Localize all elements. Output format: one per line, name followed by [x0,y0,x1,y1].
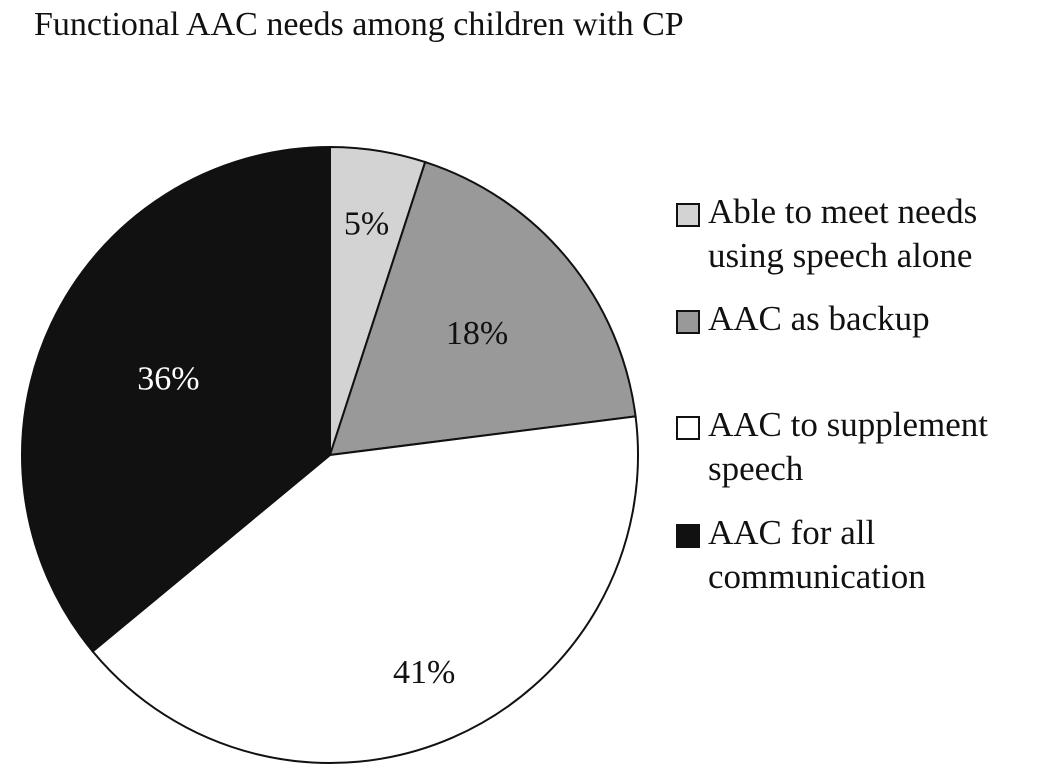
legend-item-speech-alone: Able to meet needs using speech alone [676,190,1043,278]
legend-swatch-aac-all [676,524,700,548]
legend-item-aac-all: AAC for all communication [676,511,1043,599]
pie-slices [21,145,639,764]
legend-label-aac-supplement: AAC to supplement speech [708,405,988,488]
legend-item-aac-backup: AAC as backup [676,297,1043,341]
pie-slice-aac-all [21,145,331,653]
pie-value-labels: 5% 18% 41% 36% [137,205,508,691]
pie-slice-aac-backup [328,160,637,457]
chart-title: Functional AAC needs among children with… [34,6,684,43]
legend-swatch-aac-backup [676,310,700,334]
legend-label-aac-backup: AAC as backup [708,299,930,338]
legend-label-speech-alone: Able to meet needs using speech alone [708,192,978,275]
legend-item-aac-supplement: AAC to supplement speech [676,403,1043,491]
pie-label-aac-all: 36% [137,360,199,397]
pie-label-speech-alone: 5% [344,205,389,242]
pie-slice-aac-supplement [91,415,639,764]
legend-swatch-aac-supplement [676,416,700,440]
pie-label-aac-supplement: 41% [393,654,455,691]
pie-label-aac-backup: 18% [446,315,508,352]
legend-swatch-speech-alone [676,203,700,227]
legend-label-aac-all: AAC for all communication [708,513,926,596]
